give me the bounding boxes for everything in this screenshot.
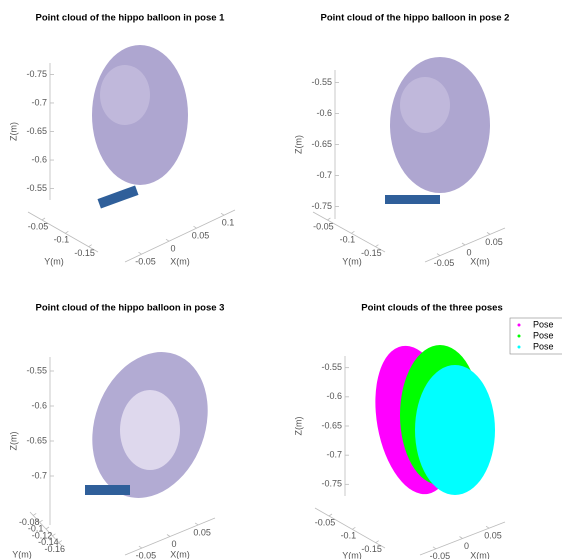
z-tick-label: -0.7 <box>316 170 332 180</box>
y-tick-label: -0.1 <box>340 235 356 245</box>
z-tick-label: -0.6 <box>326 391 342 401</box>
x-tick-label: 0 <box>171 539 176 549</box>
legend-marker <box>518 346 521 349</box>
z-tick-label: -0.7 <box>31 470 47 480</box>
y-tick <box>52 534 55 536</box>
y-tick <box>351 231 354 233</box>
legend-marker <box>518 335 521 338</box>
x-tick <box>194 226 197 228</box>
y-axis <box>315 508 385 548</box>
y-tick-label: -0.15 <box>361 544 382 554</box>
z-tick-label: -0.55 <box>311 77 332 87</box>
z-tick-label: -0.6 <box>316 108 332 118</box>
z-tick-label: -0.55 <box>321 362 342 372</box>
y-axis-label: Y(m) <box>342 256 362 266</box>
y-tick <box>33 513 36 515</box>
y-tick-label: -0.1 <box>54 235 70 245</box>
y-tick <box>327 218 330 220</box>
x-tick-label: 0.05 <box>192 231 210 241</box>
cloud-2 <box>385 57 490 204</box>
cloud-1 <box>92 45 188 209</box>
z-tick-label: -0.55 <box>26 183 47 193</box>
x-axis-label: X(m) <box>170 256 190 266</box>
x-tick <box>221 213 224 215</box>
y-tick <box>40 520 43 522</box>
z-axis-label: Z(m) <box>8 432 18 451</box>
cloud-4 <box>365 340 495 501</box>
x-tick <box>139 546 142 548</box>
y-tick-label: -0.1 <box>341 531 357 541</box>
x-axis-label: X(m) <box>470 550 490 559</box>
z-axis-label: Z(m) <box>293 135 303 154</box>
y-tick <box>65 231 68 233</box>
panel-title: Point clouds of the three poses <box>361 303 502 314</box>
legend-marker <box>518 324 521 327</box>
x-tick-label: 0.05 <box>485 237 503 247</box>
z-tick-label: -0.75 <box>26 69 47 79</box>
y-axis <box>313 212 385 252</box>
z-tick-label: -0.7 <box>31 97 47 107</box>
x-tick-label: 0.05 <box>193 527 211 537</box>
x-tick <box>487 232 490 234</box>
x-tick <box>167 535 170 537</box>
y-tick <box>329 514 332 516</box>
z-tick-label: -0.65 <box>311 139 332 149</box>
y-tick-label: -0.05 <box>315 517 336 527</box>
x-tick <box>166 239 169 241</box>
y-tick <box>46 527 49 529</box>
x-tick-label: 0 <box>170 244 175 254</box>
x-tick-label: 0.05 <box>484 531 502 541</box>
x-tick-label: 0 <box>464 541 469 551</box>
y-tick <box>352 527 355 529</box>
z-tick-label: -0.7 <box>326 450 342 460</box>
panel-title: Point cloud of the hippo balloon in pose… <box>36 303 225 314</box>
z-tick-label: -0.6 <box>31 154 47 164</box>
z-tick-label: -0.55 <box>26 365 47 375</box>
y-axis-label: Y(m) <box>342 550 362 559</box>
y-axis-label: Y(m) <box>12 549 32 559</box>
x-tick-label: -0.05 <box>430 551 451 559</box>
x-tick-label: -0.05 <box>434 258 455 268</box>
y-axis <box>28 212 98 252</box>
x-tick-label: -0.05 <box>135 257 156 267</box>
y-tick <box>375 245 378 247</box>
legend-label: Pose <box>533 319 554 329</box>
x-tick <box>139 252 142 254</box>
z-axis-label: Z(m) <box>293 417 303 436</box>
x-tick <box>433 547 436 549</box>
y-tick-label: -0.15 <box>74 248 95 258</box>
y-tick <box>42 218 45 220</box>
y-tick-label: -0.16 <box>45 544 66 554</box>
panel-title: Point cloud of the hippo balloon in pose… <box>321 13 510 24</box>
z-tick-label: -0.75 <box>311 201 332 211</box>
y-axis-label: Y(m) <box>44 256 64 266</box>
z-tick-label: -0.65 <box>26 435 47 445</box>
y-tick <box>376 541 379 543</box>
z-axis-label: Z(m) <box>8 122 18 141</box>
z-tick-label: -0.65 <box>321 420 342 430</box>
z-tick-label: -0.6 <box>31 400 47 410</box>
y-tick <box>59 541 62 543</box>
x-tick-label: -0.05 <box>136 550 157 559</box>
z-tick-label: -0.65 <box>26 126 47 136</box>
y-tick <box>89 245 92 247</box>
cloud-3 <box>73 336 228 515</box>
y-tick-label: -0.15 <box>361 248 382 258</box>
x-tick <box>195 523 198 525</box>
legend-label: Pose <box>533 330 554 340</box>
z-tick-label: -0.75 <box>321 479 342 489</box>
x-tick <box>437 254 440 256</box>
y-tick-label: -0.05 <box>28 221 49 231</box>
figure: Point cloud of the hippo balloon in pose… <box>0 0 562 559</box>
x-axis-label: X(m) <box>170 549 190 559</box>
x-tick-label: 0.1 <box>222 218 235 228</box>
x-axis-label: X(m) <box>470 256 490 266</box>
y-tick-label: -0.05 <box>313 221 334 231</box>
legend-label: Pose <box>533 341 554 351</box>
x-tick <box>462 243 465 245</box>
x-tick <box>486 526 489 528</box>
panel-title: Point cloud of the hippo balloon in pose… <box>36 13 226 24</box>
x-tick <box>460 537 463 539</box>
